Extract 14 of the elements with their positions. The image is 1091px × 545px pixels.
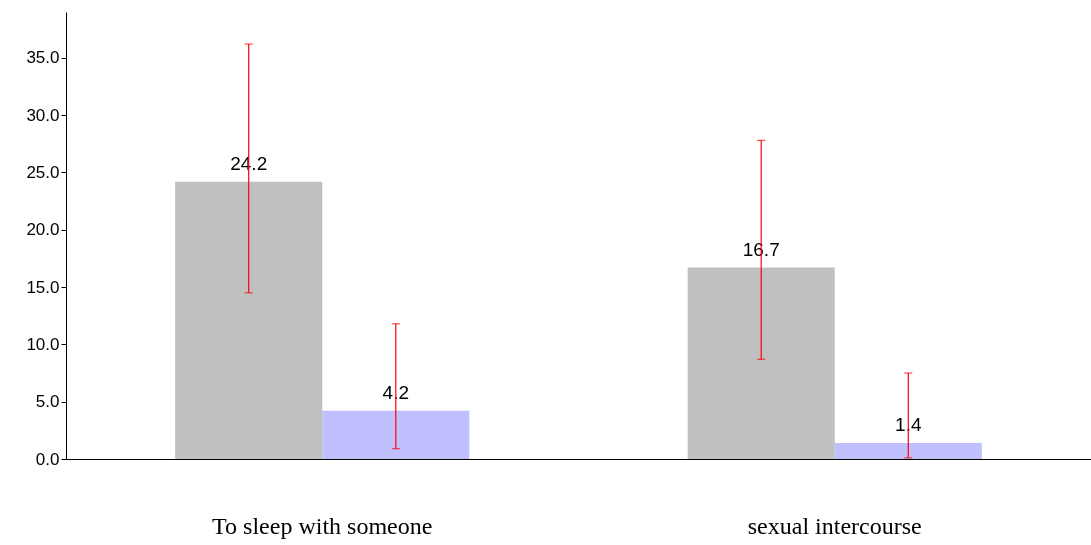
y-tick-label: 35.0 [26,48,60,68]
y-tick-label: 25.0 [26,162,60,182]
x-tick-label: To sleep with someone [212,512,433,539]
y-tick-label: 15.0 [26,277,60,297]
bar [175,181,323,459]
y-tick-label: 0.0 [35,449,60,469]
y-tick-label: 30.0 [26,105,60,125]
x-tick-label: sexual intercourse [747,512,922,539]
bar [687,267,835,459]
y-tick-label: 20.0 [26,220,60,240]
bar [834,442,982,459]
y-tick-label: 10.0 [26,334,60,354]
y-tick-label: 5.0 [35,392,60,412]
bar [322,410,470,459]
